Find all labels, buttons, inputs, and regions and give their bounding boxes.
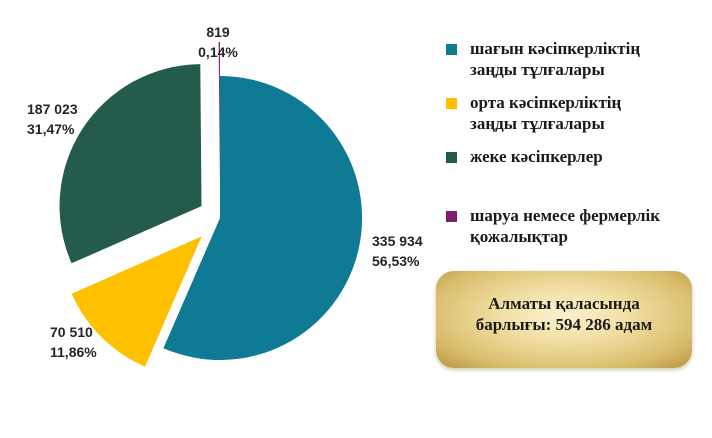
chart-legend: шағын кәсіпкерліктің заңды тұлғалары орта …	[446, 38, 708, 259]
legend-item-3: жеке кәсіпкерлер	[446, 146, 708, 167]
legend-label: шаруа немесе фермерлік қожалықтар	[470, 206, 661, 246]
total-summary-box: Алматы қаласында барлығы: 594 286 адам	[436, 271, 692, 368]
pie-slice-3	[59, 64, 202, 264]
pie-data-label-4: 819 0,14%	[198, 24, 238, 60]
pie-slice-2	[71, 236, 202, 367]
slice-value-label: 187 023	[27, 101, 78, 117]
legend-item-4: шаруа немесе фермерлік қожалықтар	[446, 205, 708, 247]
slice-value-label: 70 510	[50, 324, 93, 340]
total-summary-line1: Алматы қаласында	[488, 294, 640, 313]
legend-label: орта кәсіпкерліктің заңды тұлғалары	[470, 93, 622, 133]
slice-value-label: 819	[206, 24, 230, 40]
slice-value-label: 335 934	[372, 233, 423, 249]
pie-slice-4	[218, 41, 220, 184]
legend-label: жеке кәсіпкерлер	[470, 147, 603, 166]
legend-item-1: шағын кәсіпкерліктің заңды тұлғалары	[446, 38, 708, 80]
legend-swatch	[446, 152, 457, 163]
pie-slice-1	[163, 75, 363, 361]
slice-percent-label: 56,53%	[372, 253, 420, 269]
slice-percent-label: 31,47%	[27, 121, 75, 137]
total-summary-line2: барлығы: 594 286 адам	[475, 315, 653, 334]
slice-percent-label: 0,14%	[198, 44, 238, 60]
pie-data-label-3: 187 023 31,47%	[27, 101, 78, 137]
slice-percent-label: 11,86%	[50, 344, 97, 360]
legend-swatch	[446, 44, 457, 55]
legend-label: шағын кәсіпкерліктің заңды тұлғалары	[470, 39, 641, 79]
pie-data-label-2: 70 510 11,86%	[50, 324, 97, 360]
legend-item-2: орта кәсіпкерліктің заңды тұлғалары	[446, 92, 708, 134]
legend-swatch	[446, 211, 457, 222]
legend-swatch	[446, 98, 457, 109]
pie-data-label-1: 335 934 56,53%	[372, 233, 423, 269]
total-summary-text: Алматы қаласында барлығы: 594 286 адам	[436, 293, 692, 335]
